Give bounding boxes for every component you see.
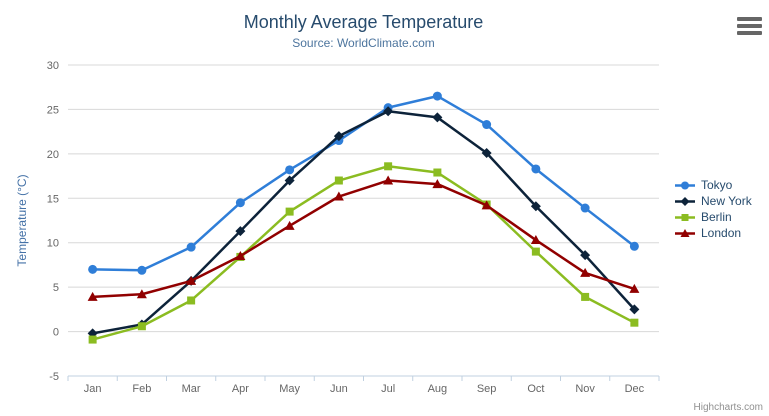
y-axis-tick-label: 30 [47,60,59,72]
x-axis-tick-label: Jun [330,383,348,395]
y-axis-tick-label: 20 [47,149,59,161]
data-point-tokyo[interactable] [580,203,590,213]
data-point-london[interactable] [580,267,591,277]
chart-title: Monthly Average Temperature [243,12,484,32]
x-axis-tick-label: Oct [527,383,544,395]
legend-label: Tokyo [701,178,733,192]
data-point-berlin[interactable] [137,322,146,331]
data-point-tokyo-legend[interactable] [681,181,689,189]
hamburger-bar [737,31,762,35]
data-point-berlin[interactable] [334,176,343,185]
data-point-new-york[interactable] [383,106,394,117]
data-point-berlin-legend[interactable] [681,213,689,221]
hamburger-bar [737,17,762,21]
triangle-marker-icon [675,228,695,237]
data-point-new-york[interactable] [432,112,443,123]
data-point-tokyo[interactable] [235,198,245,208]
x-axis-tick-label: Mar [182,383,201,395]
legend-label: London [701,226,742,240]
legend-item-tokyo[interactable]: Tokyo [674,177,752,193]
data-point-new-york[interactable] [481,147,492,158]
diamond-marker-icon [675,196,695,206]
y-axis-tick-label: 5 [53,282,59,294]
hamburger-menu-icon[interactable] [737,17,762,35]
data-point-london[interactable] [530,235,541,245]
data-point-berlin[interactable] [384,162,393,171]
data-point-tokyo[interactable] [432,91,442,101]
data-point-berlin[interactable] [433,168,442,177]
data-point-new-york[interactable] [629,304,640,315]
data-point-berlin[interactable] [88,335,97,344]
data-point-berlin[interactable] [187,296,196,305]
data-point-tokyo[interactable] [186,242,196,252]
data-point-tokyo[interactable] [482,120,492,130]
y-axis-tick-label: 15 [47,193,59,205]
legend-label: New York [701,194,752,208]
y-axis-tick-label: -5 [49,371,59,383]
x-axis-tick-label: Feb [132,383,151,395]
legend-item-berlin[interactable]: Berlin [674,209,752,225]
chart-subtitle: Source: WorldClimate.com [292,36,435,50]
x-axis-tick-label: Nov [575,383,595,395]
x-axis-tick-label: May [279,383,300,395]
data-point-london[interactable] [186,275,197,285]
legend-label: Berlin [701,210,732,224]
x-axis-tick-label: Aug [428,383,448,395]
data-point-london[interactable] [481,200,492,210]
data-point-london[interactable] [235,251,246,261]
y-axis-tick-label: 0 [53,327,59,339]
data-point-london[interactable] [87,291,98,301]
data-point-tokyo[interactable] [285,165,295,175]
data-point-london[interactable] [333,191,344,201]
x-axis-tick-label: Jul [381,383,395,395]
data-point-berlin[interactable] [531,247,540,256]
x-axis-tick-label: Jan [84,383,102,395]
series-line-new-york[interactable] [91,109,636,335]
data-point-berlin[interactable] [581,292,590,301]
circle-marker-icon [675,181,695,189]
data-point-new-york[interactable] [333,131,344,142]
data-point-london[interactable] [432,179,443,189]
data-point-tokyo[interactable] [629,241,639,251]
y-axis-tick-label: 10 [47,238,59,250]
data-point-london-legend[interactable] [680,228,690,237]
data-point-london[interactable] [284,220,295,230]
legend-item-new-york[interactable]: New York [674,193,752,209]
data-point-new-york-legend[interactable] [680,196,690,206]
data-point-tokyo[interactable] [88,264,98,274]
data-point-new-york[interactable] [284,175,295,186]
legend: Tokyo New York Berlin London [674,177,752,241]
legend-item-london[interactable]: London [674,225,752,241]
series-line-tokyo[interactable] [91,94,636,272]
y-axis-title: Temperature (°C) [15,174,29,266]
data-point-london[interactable] [629,283,640,293]
data-point-berlin[interactable] [285,207,294,216]
x-axis-tick-label: Sep [477,383,497,395]
x-axis-tick-label: Apr [232,383,249,395]
data-point-new-york[interactable] [530,201,541,212]
square-marker-icon [675,213,695,221]
series-line-berlin[interactable] [91,165,636,341]
data-point-london[interactable] [136,289,147,299]
data-point-berlin[interactable] [630,318,639,327]
series-line-london[interactable] [91,179,636,299]
data-point-new-york[interactable] [580,250,591,261]
data-point-tokyo[interactable] [531,164,541,174]
data-point-tokyo[interactable] [137,265,147,275]
x-axis-tick-label: Dec [625,383,645,395]
data-point-new-york[interactable] [235,226,246,237]
highcharts-credit-link[interactable]: Highcharts.com [693,402,763,413]
hamburger-bar [737,24,762,28]
data-point-london[interactable] [383,175,394,185]
y-axis-tick-label: 25 [47,104,59,116]
